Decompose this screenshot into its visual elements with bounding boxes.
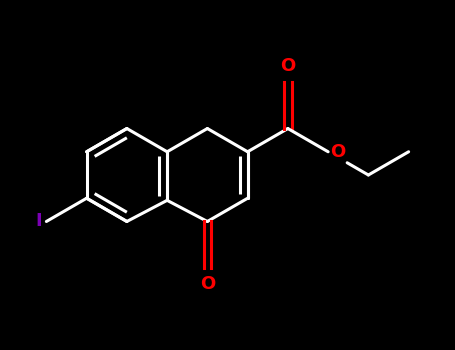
Text: O: O	[280, 57, 295, 75]
Text: I: I	[36, 212, 42, 231]
Text: O: O	[330, 143, 345, 161]
Text: O: O	[200, 275, 215, 293]
